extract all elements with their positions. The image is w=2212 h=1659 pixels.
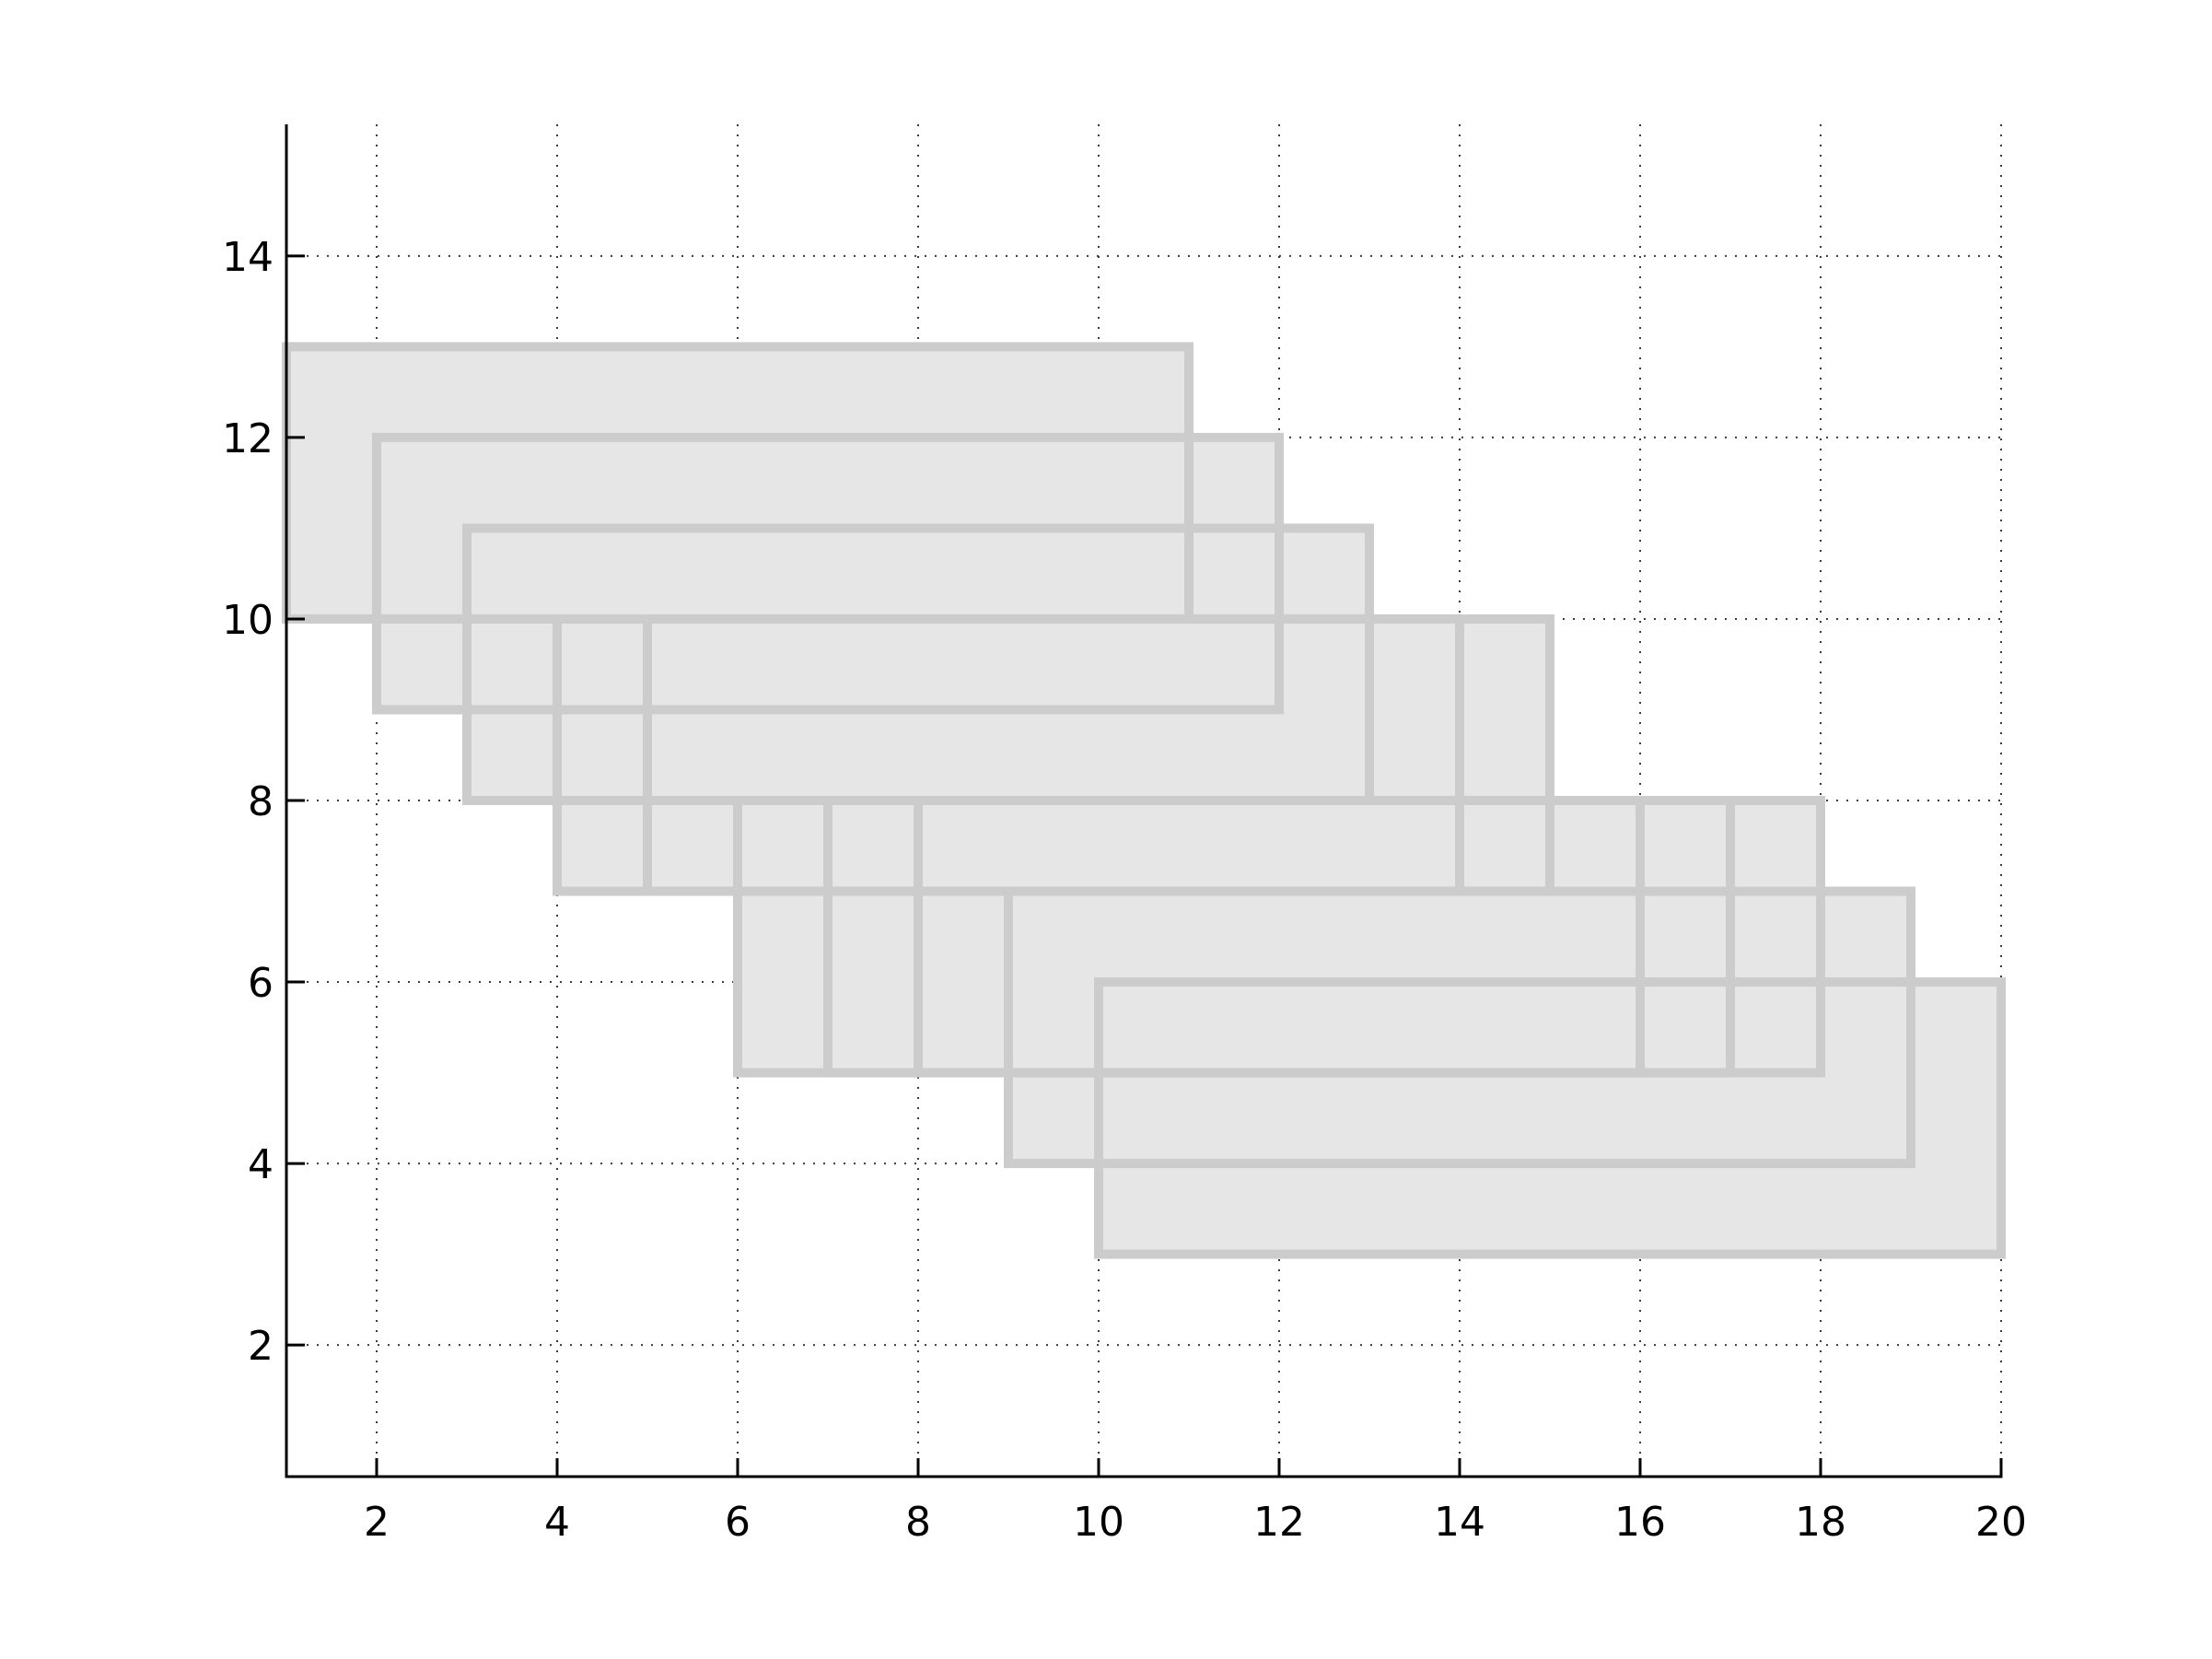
tick-label-y-2: 2 xyxy=(248,1323,274,1370)
patch-edge-2 xyxy=(372,432,1284,715)
tick-label-x-10: 10 xyxy=(1073,1499,1124,1546)
tick-label-x-8: 8 xyxy=(905,1499,931,1546)
tick-label-y-8: 8 xyxy=(248,778,274,825)
tick-label-y-4: 4 xyxy=(248,1141,274,1188)
patch-edge-10 xyxy=(1094,977,2006,1259)
tick-label-x-12: 12 xyxy=(1253,1499,1305,1546)
tick-label-x-14: 14 xyxy=(1434,1499,1485,1546)
tick-label-x-6: 6 xyxy=(725,1499,751,1546)
tick-label-x-16: 16 xyxy=(1614,1499,1666,1546)
tick-label-y-10: 10 xyxy=(222,597,274,644)
tick-label-x-2: 2 xyxy=(364,1499,390,1546)
tick-label-x-20: 20 xyxy=(1975,1499,2027,1546)
patch-edge-8 xyxy=(914,796,1825,1078)
tick-label-y-6: 6 xyxy=(248,960,274,1007)
tick-label-y-14: 14 xyxy=(222,234,274,281)
patch-edge-9 xyxy=(1004,886,1915,1169)
tick-label-y-12: 12 xyxy=(222,415,274,462)
patch-fill-10 xyxy=(1099,982,2001,1255)
tick-label-x-18: 18 xyxy=(1795,1499,1846,1546)
tick-label-x-4: 4 xyxy=(544,1499,570,1546)
